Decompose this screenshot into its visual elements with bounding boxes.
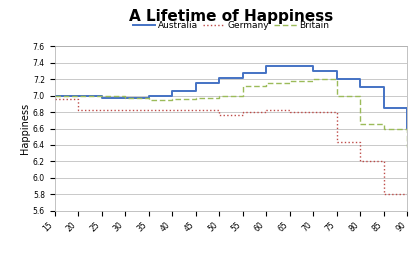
Legend: Australia, Germany, Britain: Australia, Germany, Britain [133, 21, 329, 30]
Germany [264, 109, 269, 112]
Britain [170, 97, 175, 100]
Germany [381, 193, 386, 196]
Australia [264, 65, 269, 68]
Line: Britain: Britain [55, 79, 407, 148]
Australia [99, 97, 104, 100]
Britain [287, 79, 292, 82]
Australia [193, 82, 198, 85]
Germany [358, 160, 363, 163]
Australia [217, 76, 222, 79]
Australia [52, 94, 57, 97]
Britain [99, 94, 104, 97]
Australia [146, 94, 151, 97]
Germany [76, 109, 81, 112]
Germany [217, 114, 222, 117]
Australia [287, 65, 292, 68]
Line: Germany: Germany [55, 99, 407, 194]
Germany [146, 109, 151, 112]
Australia [240, 71, 245, 74]
Germany [52, 97, 57, 100]
Germany [170, 109, 175, 112]
Britain [217, 94, 222, 97]
Australia [76, 94, 81, 97]
Australia [311, 69, 316, 72]
Germany [99, 109, 104, 112]
Britain [358, 123, 363, 126]
Australia [170, 90, 175, 93]
Germany [240, 111, 245, 114]
Germany [334, 140, 339, 143]
Britain [146, 98, 151, 101]
Germany [123, 109, 128, 112]
Britain [193, 97, 198, 100]
Britain [52, 94, 57, 97]
Australia [405, 127, 410, 130]
Australia [334, 78, 339, 81]
Britain [264, 82, 269, 85]
Title: A Lifetime of Happiness: A Lifetime of Happiness [129, 9, 333, 24]
Australia [358, 86, 363, 89]
Australia [123, 97, 128, 100]
Britain [405, 146, 410, 149]
Germany [287, 111, 292, 114]
Line: Australia: Australia [55, 66, 407, 128]
Britain [334, 94, 339, 97]
Germany [193, 109, 198, 112]
Britain [123, 97, 128, 100]
Britain [311, 78, 316, 81]
Germany [311, 111, 316, 114]
Australia [381, 106, 386, 109]
Britain [76, 94, 81, 97]
Germany [405, 193, 410, 196]
Britain [381, 127, 386, 130]
Y-axis label: Happiness: Happiness [20, 103, 30, 154]
Britain [240, 84, 245, 87]
